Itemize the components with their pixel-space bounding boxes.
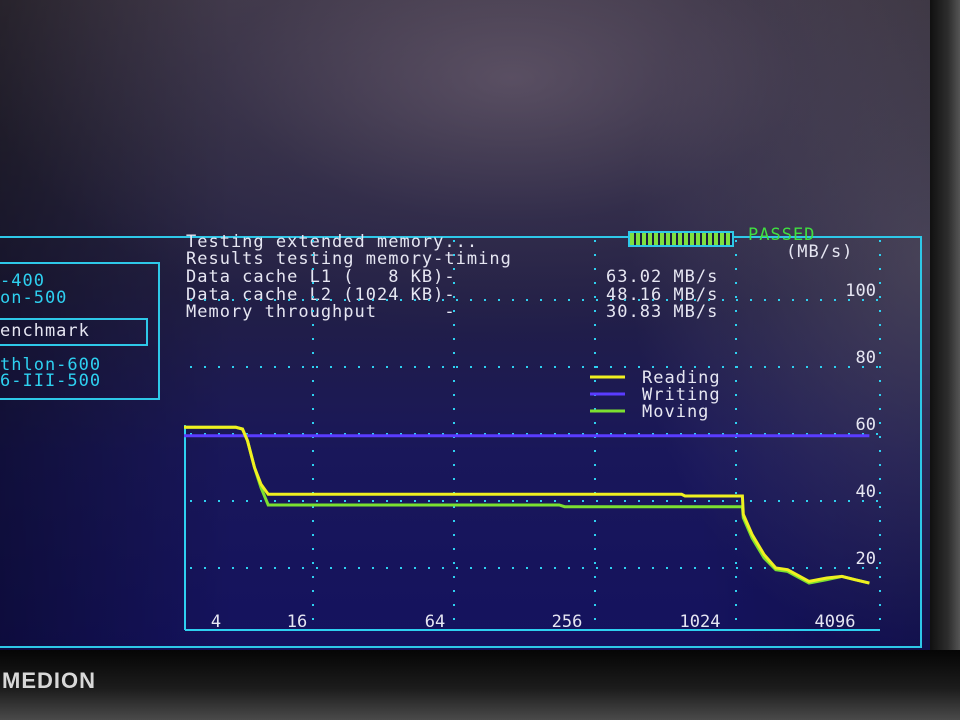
x-tick-label: 256 — [552, 612, 583, 632]
y-tick-label: 100 — [845, 281, 876, 301]
y-tick-label: 40 — [856, 482, 876, 502]
passed-badge: PASSED — [748, 225, 816, 245]
status-line: Testing extended memory... — [186, 232, 479, 252]
benchmark-button[interactable] — [0, 318, 148, 346]
legend-label-reading: Reading — [642, 368, 721, 388]
y-tick-label: 20 — [856, 549, 876, 569]
x-tick-label: 16 — [287, 612, 307, 632]
monitor-screen — [0, 0, 930, 650]
benchmark-label[interactable]: enchmark — [0, 321, 90, 341]
legend-label-moving: Moving — [642, 402, 709, 422]
series-line-reading — [184, 425, 870, 585]
monitor-bezel-bottom — [0, 650, 960, 720]
x-tick-label: 64 — [425, 612, 445, 632]
l1-label: Data cache L1 ( 8 KB)- — [186, 267, 456, 287]
unit-label: (MB/s) — [786, 242, 854, 262]
l2-value: 48.16 MB/s — [606, 285, 719, 305]
cpu-item[interactable]: thlon-600 — [0, 355, 102, 375]
screen-frame — [0, 236, 922, 648]
throughput-value: 30.83 MB/s — [606, 302, 719, 322]
cpu-item[interactable]: on-500 — [0, 288, 68, 308]
x-tick-label: 1024 — [680, 612, 721, 632]
l1-value: 63.02 MB/s — [606, 267, 719, 287]
cpu-item[interactable]: -400 — [0, 271, 45, 291]
y-tick-label: 60 — [856, 415, 876, 435]
x-tick-label: 4 — [211, 612, 221, 632]
memory-timing-chart: 20 40 60 80 100 4 16 64 256 1024 4096 ReadingWritin… — [184, 240, 881, 632]
brand-logo: MEDION — [2, 668, 96, 693]
results-title: Results testing memory-timing — [186, 249, 512, 269]
y-tick-label: 80 — [856, 348, 876, 368]
cpu-list-panel — [0, 262, 160, 400]
legend-label-writing: Writing — [642, 385, 721, 405]
cpu-item[interactable]: 6-III-500 — [0, 371, 102, 391]
throughput-label: Memory throughput - — [186, 302, 456, 322]
progress-bar — [628, 231, 734, 247]
x-tick-label: 4096 — [815, 612, 856, 632]
monitor-bezel-right — [930, 0, 960, 720]
